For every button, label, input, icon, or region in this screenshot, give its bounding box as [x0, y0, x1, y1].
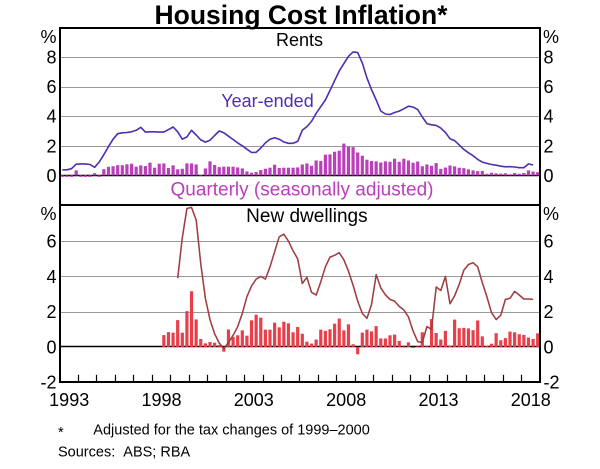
svg-text:0: 0 — [46, 166, 56, 186]
svg-text:1998: 1998 — [141, 390, 181, 410]
svg-text:2: 2 — [46, 136, 56, 156]
svg-text:2008: 2008 — [326, 390, 366, 410]
svg-text:%: % — [543, 27, 559, 47]
svg-text:2018: 2018 — [511, 390, 551, 410]
svg-text:Housing Cost Inflation*: Housing Cost Inflation* — [155, 0, 449, 30]
svg-text:8: 8 — [46, 48, 56, 68]
svg-text:6: 6 — [46, 232, 56, 252]
svg-text:0: 0 — [544, 166, 554, 186]
svg-text:6: 6 — [46, 77, 56, 97]
svg-text:ABS; RBA: ABS; RBA — [123, 445, 190, 461]
svg-text:Sources:: Sources: — [58, 445, 115, 461]
svg-text:%: % — [40, 204, 56, 224]
svg-text:6: 6 — [544, 77, 554, 97]
svg-text:4: 4 — [46, 107, 56, 127]
svg-text:-2: -2 — [544, 373, 560, 393]
svg-text:Quarterly (seasonally adjusted: Quarterly (seasonally adjusted) — [171, 180, 434, 201]
svg-text:Rents: Rents — [276, 30, 323, 50]
svg-text:0: 0 — [544, 337, 554, 357]
svg-text:1993: 1993 — [49, 390, 89, 410]
svg-text:8: 8 — [544, 48, 554, 68]
svg-text:*: * — [58, 425, 64, 441]
svg-text:4: 4 — [544, 107, 554, 127]
svg-text:Year-ended: Year-ended — [221, 91, 313, 111]
svg-text:-2: -2 — [40, 373, 56, 393]
svg-text:0: 0 — [46, 337, 56, 357]
svg-text:2: 2 — [544, 136, 554, 156]
svg-text:%: % — [543, 204, 559, 224]
svg-text:2: 2 — [46, 302, 56, 322]
svg-text:4: 4 — [544, 267, 554, 287]
svg-text:2003: 2003 — [234, 390, 274, 410]
svg-text:Adjusted for the tax changes o: Adjusted for the tax changes of 1999–200… — [93, 423, 370, 439]
svg-text:2: 2 — [544, 302, 554, 322]
svg-text:6: 6 — [544, 232, 554, 252]
svg-text:2013: 2013 — [418, 390, 458, 410]
svg-text:4: 4 — [46, 267, 56, 287]
svg-text:New dwellings: New dwellings — [246, 206, 367, 227]
svg-text:%: % — [40, 27, 56, 47]
